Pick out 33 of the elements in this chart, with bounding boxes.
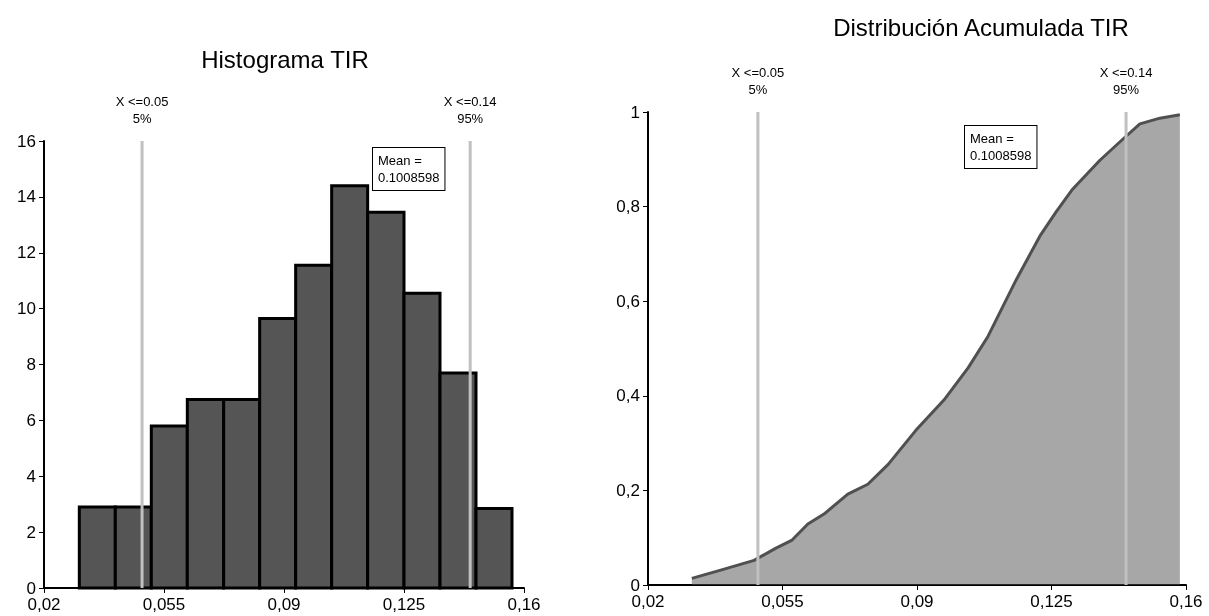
x-tick-label: 0,125: [1030, 592, 1073, 611]
x-tick-label: 0,055: [142, 595, 186, 614]
ref-line-label: X <=0.14 95%: [1099, 65, 1153, 97]
y-tick-label: 0,2: [616, 480, 640, 500]
y-tick-label: 4: [26, 466, 36, 486]
y-tick-label: 14: [17, 187, 36, 207]
y-tick-label: 1: [630, 102, 640, 122]
x-tick-label: 0,02: [27, 595, 61, 614]
y-tick-label: 16: [17, 131, 36, 151]
x-tick-label: 0,09: [267, 595, 301, 614]
y-tick-label: 0,4: [616, 386, 640, 406]
ref-line-label: X <=0.05 5%: [115, 94, 169, 126]
y-tick-label: 0,6: [616, 291, 640, 311]
y-tick-label: 0: [26, 578, 36, 598]
x-tick-label: 0,125: [382, 595, 426, 614]
y-tick-label: 6: [26, 410, 36, 430]
chart-title: Distribución Acumulada TIR: [833, 13, 1129, 41]
x-tick-label: 0,055: [761, 592, 804, 611]
x-tick-label: 0,16: [507, 595, 541, 614]
x-tick-label: 0,02: [631, 592, 665, 611]
x-tick-label: 0,09: [900, 592, 934, 611]
chart-title: Histograma TIR: [201, 45, 369, 73]
ref-line-label: X <=0.05 5%: [731, 65, 785, 97]
y-tick-label: 0: [630, 575, 640, 595]
y-tick-label: 8: [26, 355, 36, 374]
y-tick-label: 12: [17, 243, 36, 263]
annotation: Mean = 0.1008598: [970, 131, 1032, 163]
x-tick-label: 0,16: [1169, 592, 1203, 611]
ref-line-label: X <=0.14 95%: [443, 94, 497, 126]
y-tick-label: 0,8: [616, 197, 640, 217]
annotation: Mean = 0.1008598: [378, 153, 440, 185]
y-tick-label: 10: [17, 299, 36, 319]
y-tick-label: 2: [26, 522, 36, 542]
